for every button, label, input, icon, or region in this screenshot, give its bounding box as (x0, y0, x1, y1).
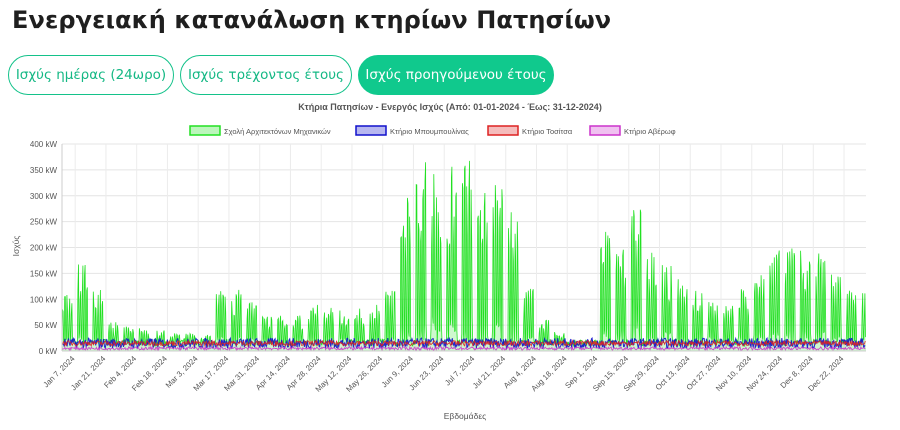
chart-title: Κτήρια Πατησίων - Ενεργός Ισχύς (Από: 01… (298, 102, 602, 112)
series-red-line (61, 338, 866, 348)
chart-plot-area (61, 160, 866, 352)
y-axis: 0 kW 50 kW 100 kW 150 kW 200 kW 250 kW 300 kW 3… (30, 140, 63, 356)
legend-item-2[interactable]: Κτήριο Μπουμπουλίνας (355, 125, 469, 136)
tab-previous-year-power[interactable]: Ισχύς προηγούμενου έτους (358, 55, 554, 95)
legend-label: Σχολή Αρχιτεκτόνων Μηχανικών (224, 127, 331, 136)
y-tick-label: 350 kW (30, 166, 58, 175)
legend-label: Κτήριο Τοσίτσα (522, 127, 573, 136)
y-tick-label: 200 kW (30, 244, 58, 253)
y-axis-label: Ισχύς (11, 236, 21, 257)
legend-item-3[interactable]: Κτήριο Τοσίτσα (487, 125, 573, 136)
legend-swatch (189, 125, 221, 136)
y-tick-label: 0 kW (39, 347, 58, 356)
legend-swatch (487, 125, 519, 136)
series-green-line (61, 160, 866, 348)
legend-item-4[interactable]: Κτήριο Αβέρωφ (589, 125, 676, 136)
legend-label: Κτήριο Αβέρωφ (624, 127, 676, 136)
y-tick-label: 250 kW (30, 218, 58, 227)
page-title: Ενεργειακή κατανάλωση κτηρίων Πατησίων (12, 6, 612, 34)
tab-day-power[interactable]: Ισχύς ημέρας (24ωρο) (8, 55, 174, 95)
x-axis-label: Εβδομάδες (444, 411, 486, 421)
tab-current-year-power[interactable]: Ισχύς τρέχοντος έτους (180, 55, 352, 95)
legend-swatch (355, 125, 387, 136)
legend-swatch (589, 125, 621, 136)
y-tick-label: 100 kW (30, 295, 58, 304)
legend-label: Κτήριο Μπουμπουλίνας (390, 127, 469, 136)
y-tick-label: 400 kW (30, 140, 58, 149)
y-tick-label: 50 kW (34, 321, 57, 330)
y-tick-label: 300 kW (30, 192, 58, 201)
y-tick-label: 150 kW (30, 269, 58, 278)
chart-legend: Σχολή Αρχιτεκτόνων Μηχανικών Κτήριο Μπουμ… (189, 125, 676, 136)
legend-item-1[interactable]: Σχολή Αρχιτεκτόνων Μηχανικών (189, 125, 331, 136)
power-line-chart: Κτήρια Πατησίων - Ενεργός Ισχύς (Από: 01… (11, 102, 866, 421)
series-magenta-line (61, 345, 866, 352)
